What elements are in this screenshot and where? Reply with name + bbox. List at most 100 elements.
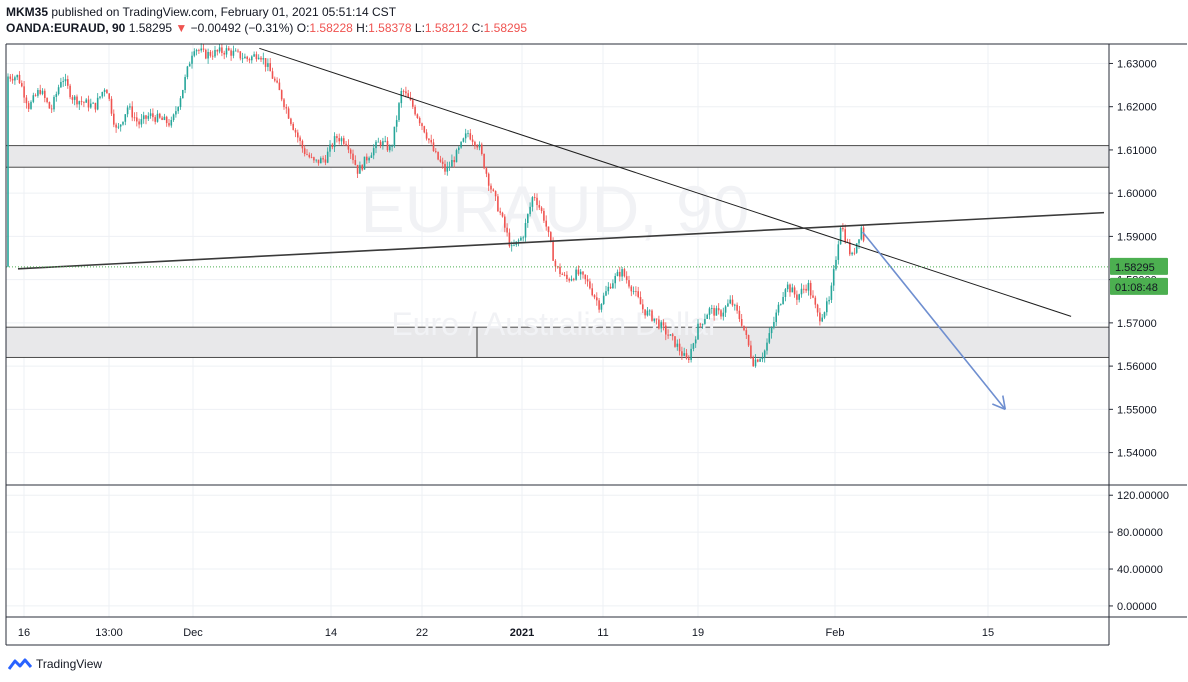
candle-body <box>775 312 777 323</box>
candle-body <box>734 304 736 306</box>
candle-body <box>662 322 665 326</box>
countdown-tag <box>1110 277 1168 295</box>
candle-body <box>297 132 299 138</box>
candle-body <box>142 115 145 120</box>
candle-body <box>255 54 258 60</box>
osc-tick-label: 40.00000 <box>1117 564 1163 576</box>
trendline[interactable] <box>17 211 1105 270</box>
candle-body <box>285 107 288 109</box>
candle-body <box>7 76 9 267</box>
candle-body <box>391 146 393 147</box>
candle-body <box>494 190 497 197</box>
candle-body <box>269 63 271 72</box>
candle-body <box>605 291 607 296</box>
candle-body <box>110 98 113 114</box>
high-label: H: <box>356 21 369 35</box>
candle-body <box>207 51 209 59</box>
candle-body <box>251 56 253 61</box>
candle-body <box>428 138 430 141</box>
zone-rect[interactable] <box>5 326 1110 358</box>
candle-body <box>653 318 656 321</box>
candle-body <box>246 56 248 60</box>
time-axis-label: Dec <box>183 627 203 639</box>
candle-body <box>648 310 651 312</box>
candle-body <box>830 285 833 300</box>
osc-tick-label: 80.00000 <box>1117 527 1163 539</box>
candle-body <box>108 93 110 99</box>
candle-body <box>37 90 39 96</box>
candle-body <box>743 325 745 331</box>
candle-body <box>483 153 485 169</box>
candle-body <box>32 95 35 102</box>
candle-body <box>510 245 513 247</box>
candle-body <box>53 96 55 110</box>
projection-arrow[interactable] <box>862 231 1006 410</box>
candle-body <box>218 47 221 52</box>
candle-body <box>757 359 759 362</box>
candle-body <box>414 106 416 115</box>
candle-body <box>676 343 679 347</box>
candle-body <box>186 66 189 78</box>
candle-body <box>683 353 685 356</box>
candle-body <box>372 148 375 156</box>
candle-body <box>294 129 297 133</box>
candle-body <box>50 108 53 110</box>
time-axis[interactable]: 16 13:00 Dec 14 22 2021 11 19 Feb 15 <box>18 627 994 639</box>
candle-body <box>140 119 143 125</box>
footer-brand[interactable]: TradingView <box>36 657 103 671</box>
candle-body <box>191 55 193 64</box>
candle-body <box>78 101 81 105</box>
price-tick-label: 1.60000 <box>1117 188 1157 200</box>
candle-body <box>823 312 826 318</box>
footer: TradingView <box>8 654 102 674</box>
candle-body <box>292 123 294 130</box>
candle-body <box>366 156 368 161</box>
candle-body <box>41 90 44 94</box>
author-name[interactable]: MKM35 <box>6 5 49 19</box>
candle-body <box>460 141 462 148</box>
candle-body <box>487 173 490 186</box>
candle-body <box>674 336 676 347</box>
candle-body <box>467 133 469 134</box>
price-tick-label: 1.57000 <box>1117 318 1157 330</box>
candle-body <box>44 90 46 98</box>
candle-body <box>791 287 794 293</box>
tradingview-logo-icon[interactable] <box>8 657 32 671</box>
candle-body <box>441 161 444 164</box>
candle-body <box>759 359 761 362</box>
candle-body <box>761 357 764 360</box>
zone-rect[interactable] <box>5 145 1110 168</box>
candle-body <box>299 137 301 141</box>
candle-body <box>115 124 117 128</box>
candle-body <box>55 94 58 97</box>
candle-body <box>623 269 626 277</box>
candle-body <box>554 260 557 267</box>
candle-body <box>561 273 564 275</box>
candle-body <box>780 304 782 305</box>
candle-body <box>232 50 235 56</box>
candle-body <box>409 97 412 101</box>
candle-body <box>481 144 483 154</box>
candle-body <box>96 97 99 110</box>
candle-body <box>669 334 672 336</box>
candle-body <box>543 210 545 221</box>
candle-body <box>18 74 21 84</box>
symbol-label[interactable]: OANDA:EURAUD, 90 <box>6 21 126 35</box>
candle-body <box>435 151 437 152</box>
oscillator-axis[interactable]: 120.00000 80.00000 40.00000 0.00000 <box>1109 490 1169 613</box>
last-price-tag-label: 1.58295 <box>1115 262 1155 274</box>
time-axis-label: Feb <box>826 627 845 639</box>
candle-body <box>211 55 214 57</box>
trendline[interactable] <box>259 47 1072 317</box>
candle-body <box>711 308 713 309</box>
candle-body <box>455 150 458 163</box>
candle-body <box>524 223 527 238</box>
candle-body <box>234 50 237 52</box>
candle-body <box>92 102 94 104</box>
candle-body <box>338 138 340 142</box>
drawings[interactable] <box>6 47 1109 411</box>
candle-body <box>655 318 658 320</box>
candle-body <box>149 113 152 116</box>
candle-body <box>57 87 60 95</box>
